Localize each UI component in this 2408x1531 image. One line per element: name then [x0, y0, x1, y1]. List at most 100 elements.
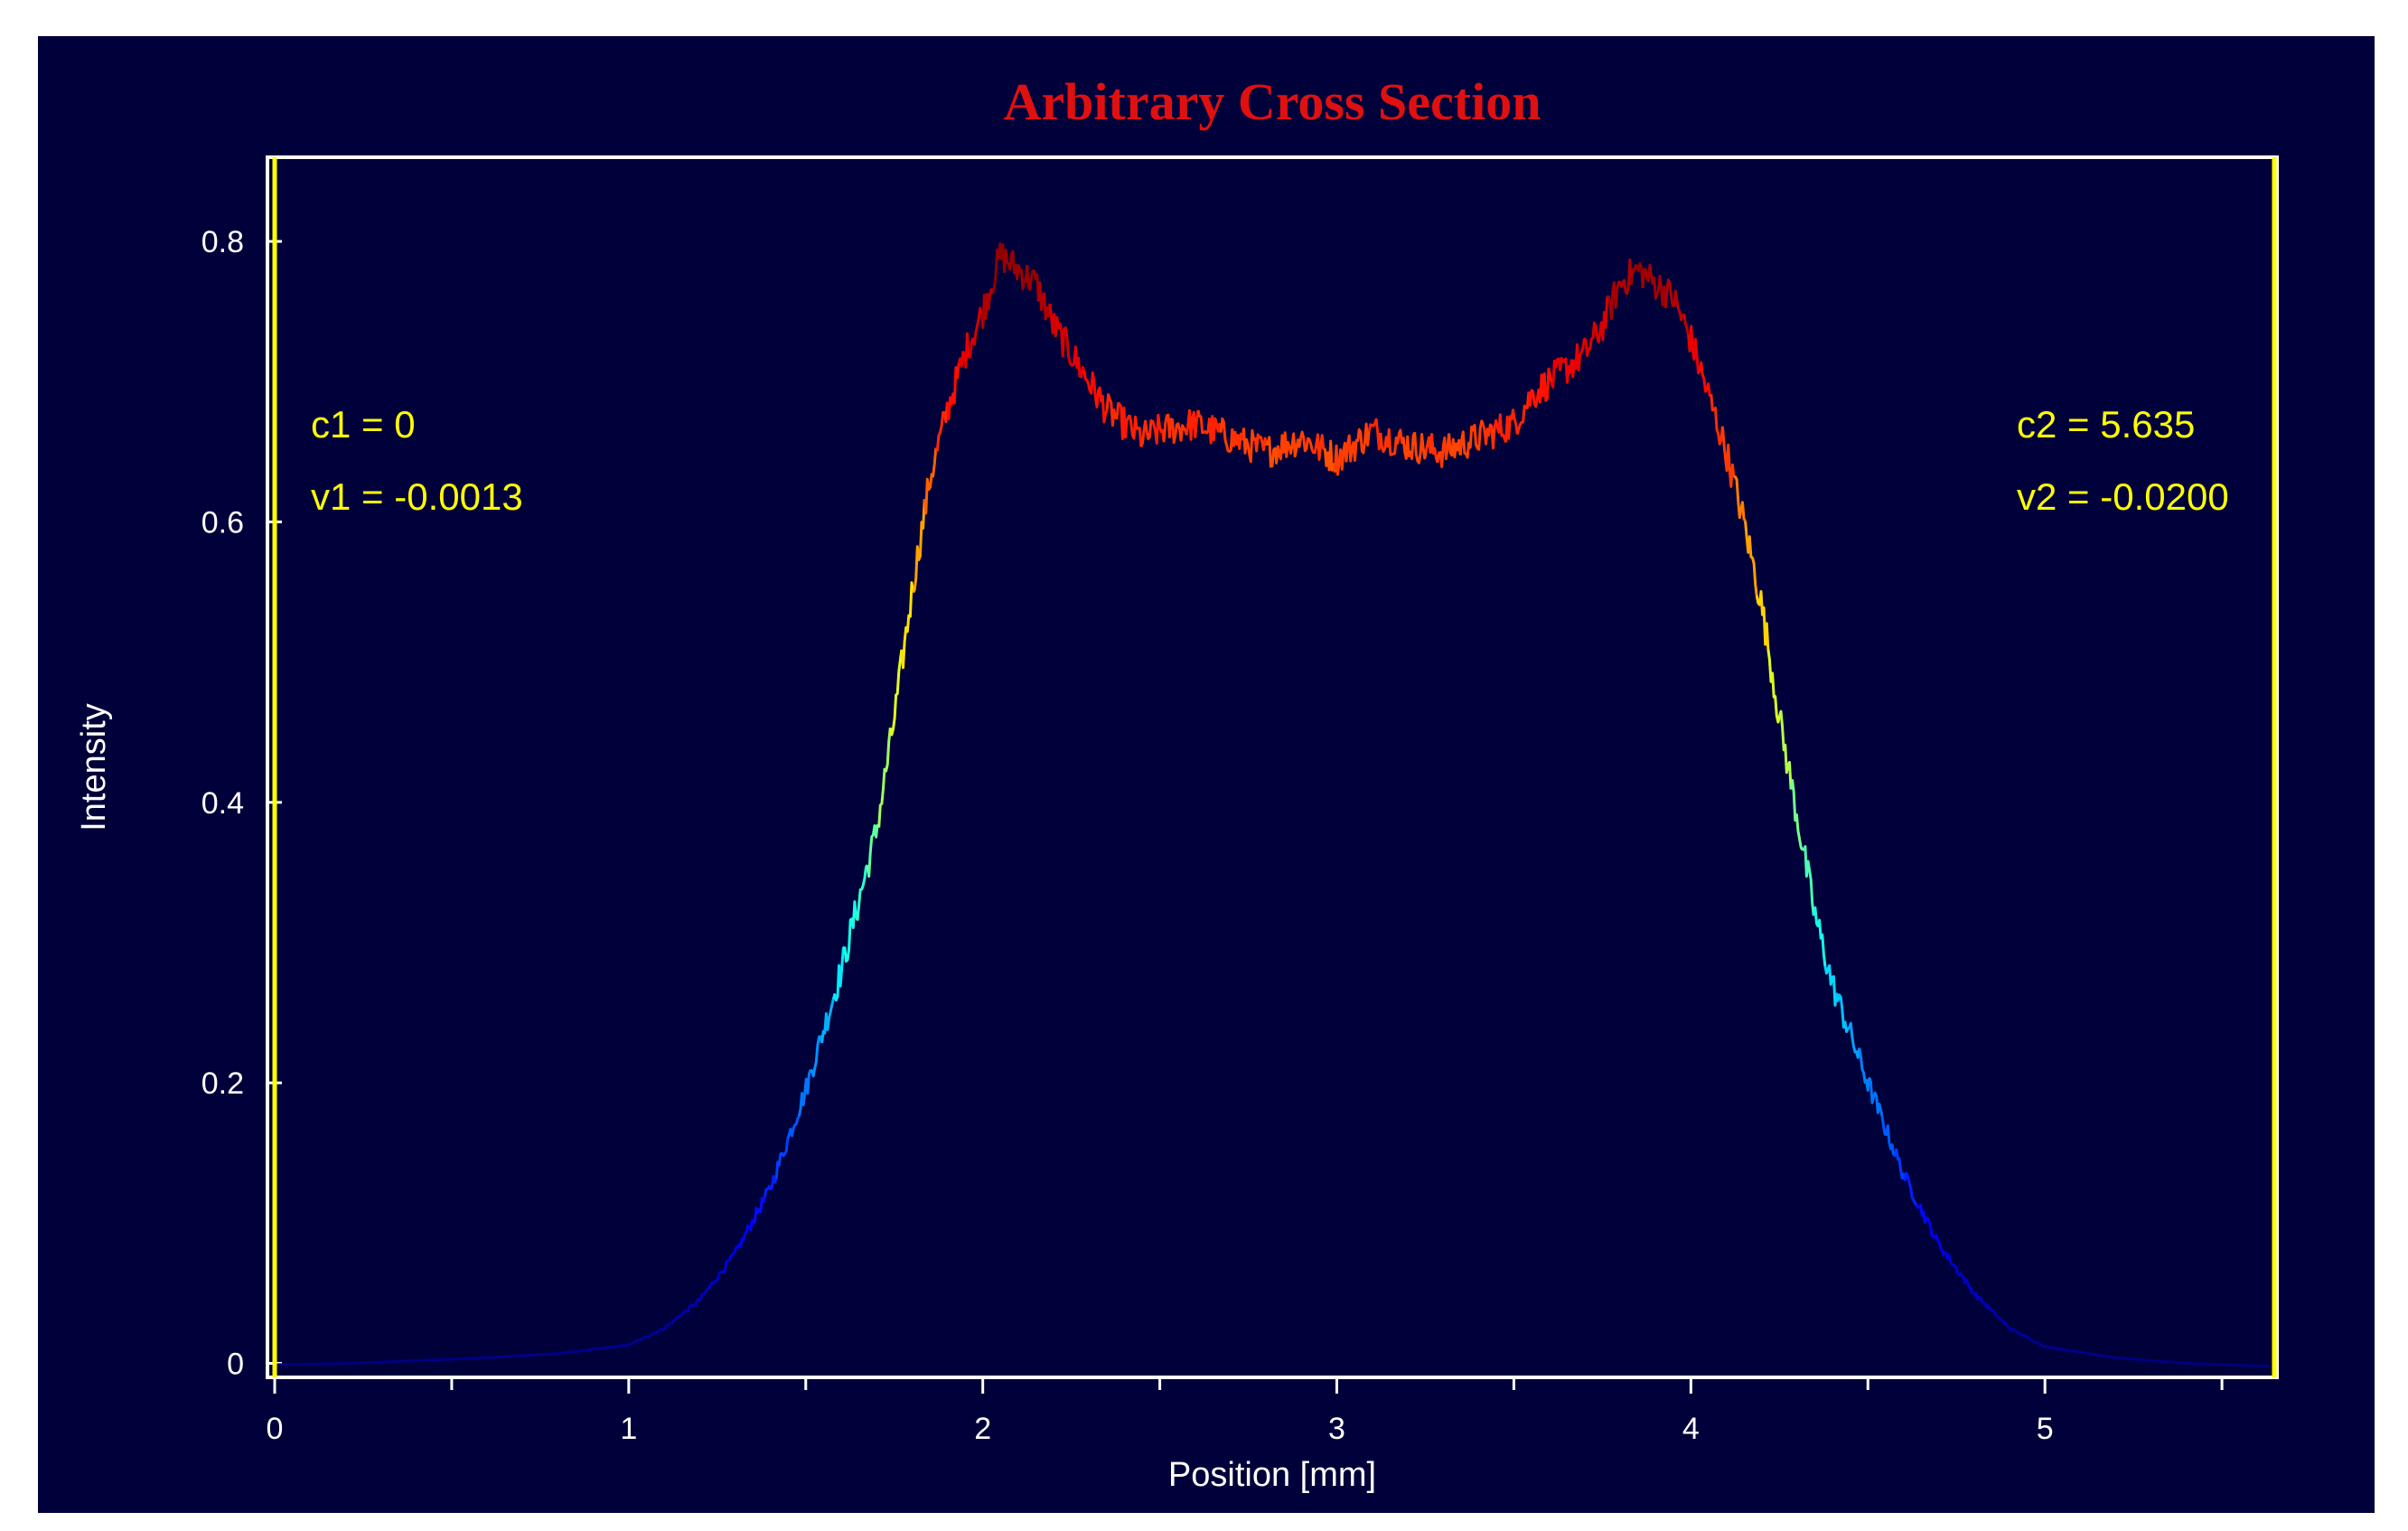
intensity-line-segment	[513, 1354, 526, 1358]
intensity-line-segment	[809, 1035, 824, 1077]
intensity-line-segment	[877, 728, 892, 828]
intensity-line-segment	[1607, 279, 1621, 321]
cross-section-chart: Arbitrary Cross Section 0 0.2 0.4 0.6 0.8 0 1…	[75, 72, 2279, 1494]
cursor-v1-value: v1 = -0.0013	[311, 475, 523, 518]
intensity-line-segment	[422, 1358, 435, 1362]
intensity-line-segment	[888, 649, 904, 737]
intensity-line-segment	[1071, 345, 1086, 379]
intensity-line-segment	[615, 1343, 629, 1348]
x-axis: 0 1 2 3 4 5	[267, 1377, 2224, 1446]
y-tick-label: 0.8	[201, 225, 244, 259]
intensity-line-segment	[2246, 1364, 2259, 1367]
intensity-line-segment	[1128, 414, 1143, 447]
intensity-line-segment	[945, 363, 960, 420]
intensity-line-segment	[1105, 393, 1120, 427]
y-axis: 0 0.2 0.4 0.6 0.8	[201, 225, 282, 1381]
intensity-line-segment	[1265, 436, 1279, 468]
intensity-line-segment	[1185, 409, 1200, 441]
intensity-line-segment	[1333, 441, 1348, 476]
cursor-c1-value: c1 = 0	[311, 403, 416, 446]
y-tick-label: 0.4	[201, 786, 244, 821]
intensity-line-segment	[1561, 357, 1576, 384]
intensity-line-segment	[2086, 1351, 2099, 1357]
intensity-line-segment	[1675, 300, 1690, 335]
intensity-line-segment	[1766, 648, 1781, 724]
intensity-line-segment	[456, 1357, 469, 1360]
intensity-line-segment	[673, 1310, 687, 1321]
intensity-line-segment	[1174, 422, 1188, 442]
intensity-line-segment	[1983, 1302, 1998, 1317]
intensity-line-segment	[434, 1357, 446, 1362]
intensity-line-segment	[1219, 417, 1234, 454]
intensity-series	[275, 242, 2271, 1368]
intensity-line-segment	[1458, 426, 1474, 459]
intensity-line-segment	[1903, 1171, 1918, 1207]
intensity-line-segment	[1367, 418, 1382, 451]
intensity-line-segment	[1391, 428, 1405, 456]
intensity-line-segment	[2006, 1325, 2020, 1335]
intensity-line-segment	[1663, 278, 1679, 308]
intensity-line-segment	[1014, 264, 1029, 291]
intensity-line-segment	[1242, 427, 1257, 464]
intensity-line-segment	[1048, 303, 1063, 338]
intensity-line-segment	[2052, 1346, 2066, 1352]
intensity-line-segment	[1755, 590, 1770, 650]
intensity-line-segment	[479, 1356, 492, 1360]
intensity-line-segment	[1196, 409, 1212, 435]
intensity-line-segment	[1424, 433, 1439, 464]
intensity-line-segment	[2029, 1338, 2043, 1347]
intensity-line-segment	[1356, 422, 1371, 455]
intensity-line-segment	[1778, 709, 1793, 790]
intensity-line-segment	[627, 1338, 641, 1347]
x-tick-label: 2	[974, 1412, 991, 1446]
intensity-line-segment	[1880, 1115, 1896, 1156]
intensity-line-segment	[979, 287, 995, 330]
intensity-line-segment	[1026, 265, 1040, 302]
intensity-line-segment	[581, 1348, 595, 1353]
intensity-line-segment	[1858, 1047, 1872, 1092]
intensity-line-segment	[571, 1348, 583, 1354]
intensity-line-segment	[399, 1359, 412, 1363]
intensity-line-segment	[604, 1345, 617, 1349]
intensity-line-segment	[1276, 431, 1291, 461]
intensity-line-segment	[1698, 361, 1712, 397]
intensity-line-segment	[1470, 419, 1485, 451]
intensity-line-segment	[1710, 393, 1724, 446]
cursor-v2-value: v2 = -0.0200	[2017, 475, 2229, 518]
intensity-line-segment	[1835, 992, 1850, 1033]
intensity-line-segment	[718, 1254, 733, 1274]
intensity-line-segment	[1812, 906, 1827, 967]
intensity-line-segment	[1208, 415, 1223, 445]
intensity-line-segment	[741, 1218, 755, 1241]
intensity-line-segment	[1151, 413, 1166, 445]
intensity-line-segment	[1618, 258, 1633, 296]
intensity-line-segment	[1310, 433, 1326, 461]
intensity-line-segment	[365, 1360, 378, 1365]
intensity-line-segment	[2201, 1362, 2213, 1366]
intensity-line-segment	[1493, 413, 1508, 444]
intensity-line-segment	[1972, 1291, 1986, 1305]
intensity-line-segment	[548, 1351, 560, 1356]
intensity-line-segment	[707, 1271, 721, 1291]
intensity-line-segment	[389, 1359, 400, 1364]
intensity-line-segment	[1527, 388, 1541, 409]
intensity-line-segment	[2018, 1331, 2030, 1340]
intensity-line-segment	[2143, 1358, 2156, 1363]
intensity-line-segment	[764, 1174, 778, 1198]
intensity-line-segment	[797, 1069, 812, 1117]
intensity-line-segment	[1720, 426, 1736, 488]
intensity-line-segment	[2155, 1359, 2168, 1364]
cursor-c2-value: c2 = 5.635	[2017, 403, 2195, 446]
intensity-line-segment	[1847, 1021, 1861, 1059]
intensity-line-segment	[1139, 418, 1154, 447]
intensity-line-segment	[2075, 1349, 2088, 1355]
intensity-line-segment	[1629, 262, 1644, 288]
intensity-line-segment	[1345, 434, 1359, 463]
intensity-line-segment	[354, 1361, 366, 1365]
y-tick-label: 0.6	[201, 505, 244, 540]
intensity-line-segment	[559, 1350, 572, 1355]
intensity-line-segment	[445, 1357, 457, 1361]
intensity-line-segment	[1401, 431, 1417, 460]
x-axis-label: Position [mm]	[1168, 1456, 1376, 1494]
intensity-line-segment	[1653, 274, 1667, 308]
